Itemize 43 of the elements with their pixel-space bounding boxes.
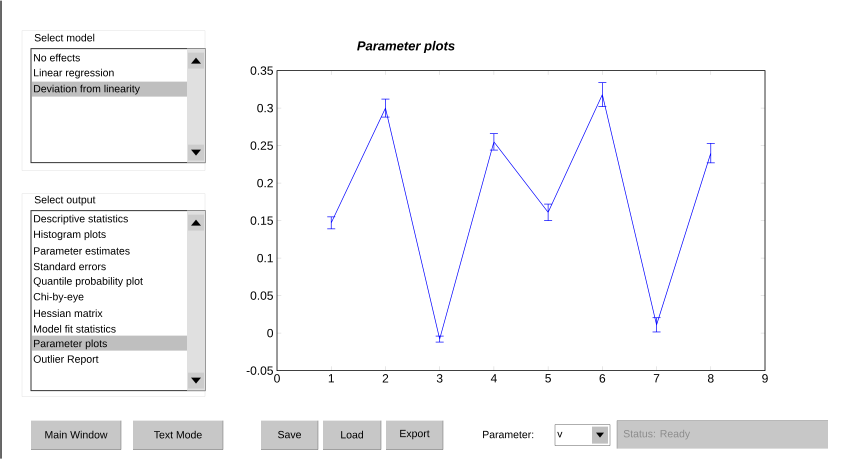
x-tick-label: 9: [762, 374, 768, 383]
x-tick-label: 7: [654, 374, 660, 382]
text: Outlier Report: [34, 355, 98, 365]
text: Text Mode: [154, 430, 202, 438]
text: Main Window: [45, 430, 108, 438]
x-tick-label: 6: [600, 374, 606, 383]
x-tick-label: 5: [545, 374, 551, 382]
text: Parameter plots: [34, 339, 107, 350]
y-tick-label: 0.2: [257, 178, 273, 188]
x-tick-label: 8: [708, 374, 714, 383]
x-tick-label: 0: [274, 374, 280, 383]
text: Parameter:: [483, 430, 534, 438]
text: Export: [400, 430, 430, 440]
y-tick-label: 0: [267, 328, 274, 338]
chart-title: Parameter plots: [357, 40, 455, 53]
text: Parameter estimates: [34, 246, 130, 255]
text: v: [557, 432, 562, 438]
text: Save: [278, 430, 301, 438]
y-tick-label: -0.05: [246, 366, 273, 375]
y-tick-label: 0.05: [250, 291, 273, 300]
text: Load: [341, 430, 364, 438]
text: Select output: [34, 196, 96, 206]
x-tick-label: 3: [436, 374, 442, 383]
text: Chi-by-eye: [34, 292, 84, 302]
text: Quantile probability plot: [34, 277, 143, 287]
text: Standard errors: [34, 262, 106, 270]
x-tick-label: 4: [490, 374, 497, 382]
text: Histogram plots: [34, 230, 106, 240]
text: Descriptive statistics: [34, 214, 128, 224]
y-tick-label: 0.35: [250, 66, 273, 75]
text: Status: Ready: [624, 430, 690, 440]
y-tick-label: 0.3: [257, 104, 273, 112]
text: No effects: [34, 54, 80, 62]
x-tick-label: 1: [328, 374, 334, 382]
text: Select model: [34, 34, 94, 42]
y-tick-label: 0.25: [250, 141, 273, 150]
text: Deviation from linearity: [34, 84, 140, 94]
text: Linear regression: [34, 68, 114, 78]
y-tick-label: 0.1: [257, 254, 273, 262]
x-tick-label: 2: [382, 374, 388, 382]
text: Model fit statistics: [34, 324, 116, 333]
text: Hessian matrix: [34, 309, 102, 317]
y-tick-label: 0.15: [250, 216, 273, 225]
